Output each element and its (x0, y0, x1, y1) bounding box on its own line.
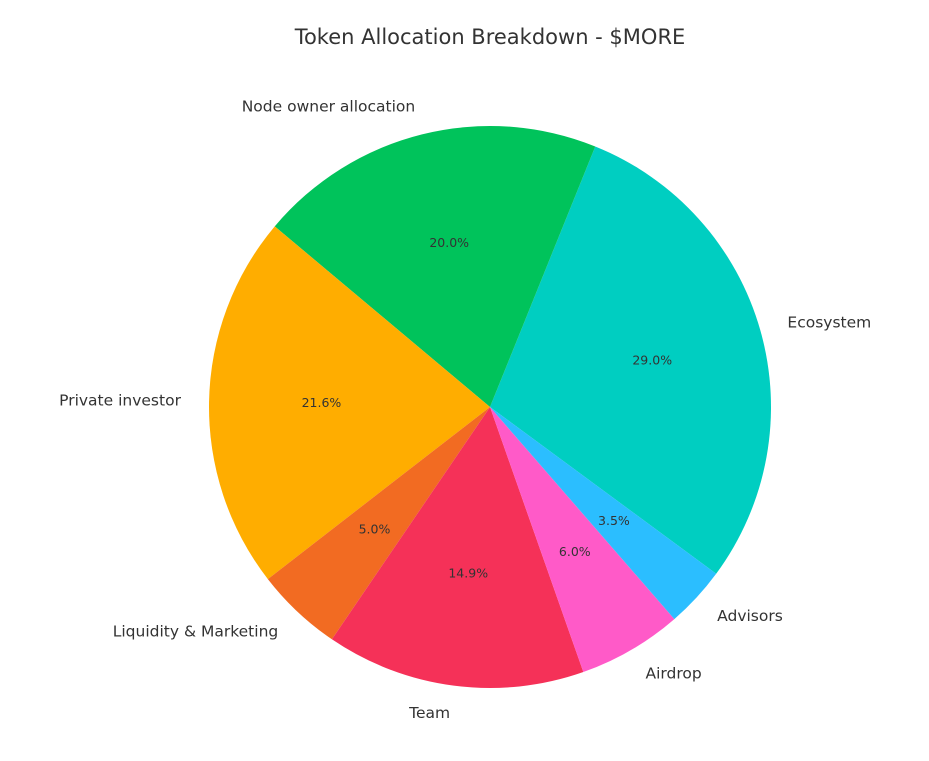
slice-label: Team (408, 704, 450, 722)
slice-label: Ecosystem (787, 313, 871, 331)
slice-label: Airdrop (645, 665, 701, 683)
slice-label: Node owner allocation (242, 98, 416, 116)
value-label: 5.0% (359, 521, 391, 536)
slice-label: Private investor (59, 391, 181, 409)
pie-slice (274, 125, 596, 407)
pie-slice (490, 407, 717, 620)
value-label: 14.9% (448, 566, 488, 581)
slice-label: Advisors (717, 607, 783, 625)
value-label: 3.5% (598, 513, 630, 528)
pie-slice (331, 407, 584, 689)
pie-slice (490, 407, 675, 673)
chart-title: Token Allocation Breakdown - $MORE (294, 25, 686, 49)
pie-slice (490, 146, 771, 574)
slice-label: Liquidity & Marketing (113, 623, 279, 641)
pie-slice (209, 226, 490, 580)
value-label: 20.0% (429, 235, 469, 250)
value-label: 29.0% (632, 353, 672, 368)
pie-slice (267, 407, 490, 640)
value-label: 21.6% (302, 395, 342, 410)
value-label: 6.0% (559, 544, 591, 559)
